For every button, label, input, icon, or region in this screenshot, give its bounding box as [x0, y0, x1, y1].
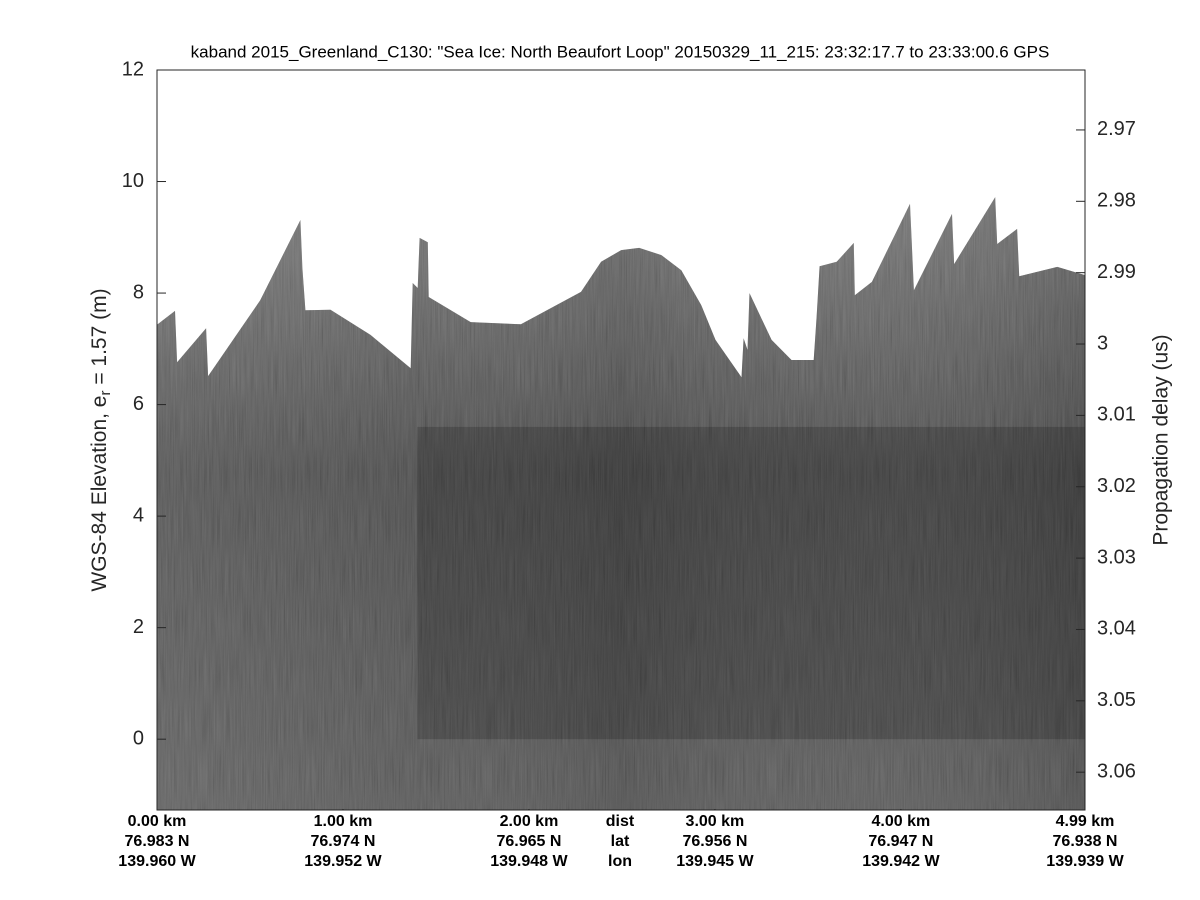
y2-tick-label: 2.99: [1097, 261, 1136, 283]
x-tick-lat: 76.983 N: [125, 833, 190, 850]
x-tick-label: 0.00 km: [128, 813, 187, 830]
x-tick-lat: 76.938 N: [1053, 833, 1118, 850]
x-tick-lon: 139.960 W: [118, 853, 196, 870]
y2-tick-label: 3.04: [1097, 618, 1136, 640]
y-axis-label: WGS-84 Elevation, er = 1.57 (m): [88, 288, 114, 591]
x-tick-lat: 76.974 N: [311, 833, 376, 850]
y-tick-label: 12: [122, 58, 144, 80]
echogram-noise: [157, 197, 1085, 810]
y2-tick-label: 3.03: [1097, 546, 1136, 568]
y2-tick-label: 3.06: [1097, 760, 1136, 782]
x-row-label: dist: [606, 813, 635, 830]
x-row-label: lon: [608, 853, 632, 870]
x-tick-lon: 139.939 W: [1046, 853, 1124, 870]
y-tick-label: 8: [133, 281, 144, 303]
y-tick-label: 4: [133, 504, 144, 526]
x-tick-label: 4.99 km: [1056, 813, 1115, 830]
x-tick-label: 4.00 km: [872, 813, 931, 830]
x-tick-lat: 76.956 N: [682, 833, 747, 850]
x-tick-lat: 76.965 N: [496, 833, 561, 850]
y2-tick-label: 3.02: [1097, 475, 1136, 497]
x-tick-lon: 139.945 W: [676, 853, 754, 870]
y2-tick-label: 3.01: [1097, 404, 1136, 426]
x-tick-lon: 139.948 W: [490, 853, 568, 870]
y2-tick-label: 3.05: [1097, 689, 1136, 711]
axes-box: [156, 69, 1086, 811]
y2-axis-label: Propagation delay (us): [1150, 334, 1173, 545]
x-tick-label: 3.00 km: [686, 813, 745, 830]
y2-tick-label: 2.97: [1097, 118, 1136, 140]
x-tick-lon: 139.942 W: [862, 853, 940, 870]
y-tick-label: 0: [133, 727, 144, 749]
x-tick-label: 1.00 km: [314, 813, 373, 830]
x-tick-label: 2.00 km: [500, 813, 559, 830]
y2-tick-label: 3: [1097, 332, 1108, 354]
y-axis-label-rest: = 1.57 (m): [88, 288, 111, 390]
subsurface-band: [417, 426, 1085, 740]
y-tick-label: 2: [133, 616, 144, 638]
y-axis-label-sub: r: [97, 391, 114, 396]
plot-area: [157, 197, 1085, 810]
y-axis-label-main: WGS-84 Elevation, e: [88, 396, 111, 592]
x-tick-lat: 76.947 N: [868, 833, 933, 850]
y-tick-label: 10: [122, 170, 144, 192]
x-tick-lon: 139.952 W: [304, 853, 382, 870]
y-tick-label: 6: [133, 393, 144, 415]
chart-title: kaband 2015_Greenland_C130: "Sea Ice: No…: [191, 42, 1050, 61]
y2-tick-label: 2.98: [1097, 190, 1136, 212]
x-row-label: lat: [611, 833, 630, 850]
